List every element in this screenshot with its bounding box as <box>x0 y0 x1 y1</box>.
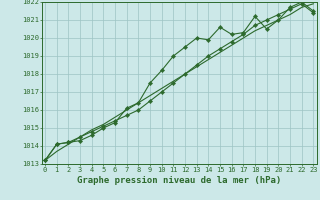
X-axis label: Graphe pression niveau de la mer (hPa): Graphe pression niveau de la mer (hPa) <box>77 176 281 185</box>
